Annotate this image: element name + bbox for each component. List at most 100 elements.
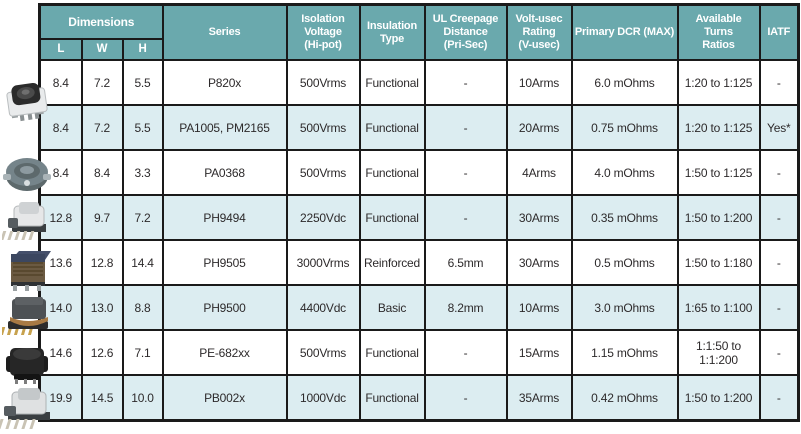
header-dim-l: L: [38, 38, 83, 61]
table-row: 8.4 7.2 5.5 PA1005, PM2165 500Vrms Funct…: [38, 104, 800, 151]
header-dimensions: Dimensions: [38, 3, 164, 40]
cell-primary-dcr: 0.75 mOhms: [570, 104, 679, 151]
cell-turns-ratios: 1:20 to 1:125: [676, 59, 761, 106]
cell-height: 3.3: [121, 149, 164, 196]
cell-iatf: -: [758, 374, 800, 422]
table-row: 13.6 12.8 14.4 PH9505 3000Vrms Reinforce…: [38, 239, 800, 286]
cell-length: 13.6: [38, 239, 83, 286]
cell-series: PE-682xx: [161, 329, 288, 376]
header-iatf: IATF: [758, 3, 800, 61]
ph9500-transformer-photo: [0, 293, 54, 342]
cell-isolation-voltage: 4400Vdc: [285, 284, 361, 331]
cell-iatf: -: [758, 59, 800, 106]
header-dim-w: W: [80, 38, 124, 61]
cell-creepage-distance: -: [423, 104, 508, 151]
cell-width: 13.0: [80, 284, 124, 331]
cell-width: 9.7: [80, 194, 124, 241]
ph9505-transformer-photo: [5, 246, 51, 297]
cell-turns-ratios: 1:1:50 to 1:1:200: [676, 329, 761, 376]
header-dim-h: H: [121, 38, 164, 61]
cell-width: 12.6: [80, 329, 124, 376]
table-row: 14.0 13.0 8.8 PH9500 4400Vdc Basic 8.2mm…: [38, 284, 800, 331]
cell-height: 5.5: [121, 104, 164, 151]
cell-series: P820x: [161, 59, 288, 106]
cell-creepage-distance: -: [423, 194, 508, 241]
cell-length: 14.0: [38, 284, 83, 331]
cell-insulation-type: Functional: [358, 374, 426, 422]
cell-creepage-distance: 6.5mm: [423, 239, 508, 286]
cell-primary-dcr: 0.35 mOhms: [570, 194, 679, 241]
cell-primary-dcr: 1.15 mOhms: [570, 329, 679, 376]
cell-volt-usec-rating: 15Arms: [505, 329, 573, 376]
cell-turns-ratios: 1:65 to 1:100: [676, 284, 761, 331]
cell-height: 14.4: [121, 239, 164, 286]
cell-height: 5.5: [121, 59, 164, 106]
cell-length: 12.8: [38, 194, 83, 241]
cell-insulation-type: Functional: [358, 59, 426, 106]
cell-series: PH9500: [161, 284, 288, 331]
pa0368-transformer-photo: [2, 152, 52, 201]
cell-turns-ratios: 1:50 to 1:125: [676, 149, 761, 196]
cell-volt-usec-rating: 35Arms: [505, 374, 573, 422]
cell-insulation-type: Reinforced: [358, 239, 426, 286]
cell-iatf: -: [758, 329, 800, 376]
cell-creepage-distance: -: [423, 149, 508, 196]
cell-creepage-distance: -: [423, 374, 508, 422]
header-volt-usec-rating: Volt-usec Rating (V-usec): [505, 3, 573, 61]
pe682xx-transformer-photo: [2, 340, 52, 389]
cell-length: 8.4: [38, 104, 83, 151]
header-turns-ratios: Available Turns Ratios: [676, 3, 761, 61]
p820x-pa1005-transformer-photo: [4, 78, 50, 131]
header-primary-dcr: Primary DCR (MAX): [570, 3, 679, 61]
cell-primary-dcr: 4.0 mOhms: [570, 149, 679, 196]
table-row: 14.6 12.6 7.1 PE-682xx 500Vrms Functiona…: [38, 329, 800, 376]
cell-volt-usec-rating: 10Arms: [505, 59, 573, 106]
cell-series: PH9494: [161, 194, 288, 241]
table-row: 19.9 14.5 10.0 PB002x 1000Vdc Functional…: [38, 374, 800, 422]
table-row: 8.4 8.4 3.3 PA0368 500Vrms Functional - …: [38, 149, 800, 196]
cell-creepage-distance: -: [423, 329, 508, 376]
cell-iatf: Yes*: [758, 104, 800, 151]
cell-insulation-type: Functional: [358, 329, 426, 376]
cell-iatf: -: [758, 284, 800, 331]
cell-volt-usec-rating: 4Arms: [505, 149, 573, 196]
cell-isolation-voltage: 500Vrms: [285, 104, 361, 151]
cell-isolation-voltage: 1000Vdc: [285, 374, 361, 422]
cell-iatf: -: [758, 194, 800, 241]
cell-isolation-voltage: 500Vrms: [285, 59, 361, 106]
cell-volt-usec-rating: 20Arms: [505, 104, 573, 151]
cell-creepage-distance: -: [423, 59, 508, 106]
cell-insulation-type: Basic: [358, 284, 426, 331]
cell-volt-usec-rating: 10Arms: [505, 284, 573, 331]
cell-width: 7.2: [80, 104, 124, 151]
cell-length: 8.4: [38, 149, 83, 196]
cell-height: 7.2: [121, 194, 164, 241]
cell-series: PB002x: [161, 374, 288, 422]
cell-primary-dcr: 0.42 mOhms: [570, 374, 679, 422]
cell-series: PA0368: [161, 149, 288, 196]
ph9494-transformer-photo: [0, 198, 54, 249]
cell-height: 7.1: [121, 329, 164, 376]
cell-height: 8.8: [121, 284, 164, 331]
cell-series: PA1005, PM2165: [161, 104, 288, 151]
cell-width: 7.2: [80, 59, 124, 106]
cell-turns-ratios: 1:50 to 1:200: [676, 374, 761, 422]
header-insulation-type: Insulation Type: [358, 3, 426, 61]
cell-isolation-voltage: 500Vrms: [285, 149, 361, 196]
cell-volt-usec-rating: 30Arms: [505, 194, 573, 241]
cell-volt-usec-rating: 30Arms: [505, 239, 573, 286]
cell-primary-dcr: 6.0 mOhms: [570, 59, 679, 106]
cell-turns-ratios: 1:50 to 1:200: [676, 194, 761, 241]
cell-iatf: -: [758, 149, 800, 196]
pb002x-transformer-photo: [0, 384, 56, 434]
header-isolation-voltage: Isolation Voltage (Hi-pot): [285, 3, 361, 61]
cell-length: 8.4: [38, 59, 83, 106]
cell-isolation-voltage: 2250Vdc: [285, 194, 361, 241]
cell-turns-ratios: 1:20 to 1:125: [676, 104, 761, 151]
header-creepage-distance: UL Creepage Distance (Pri-Sec): [423, 3, 508, 61]
table-row: 8.4 7.2 5.5 P820x 500Vrms Functional - 1…: [38, 59, 800, 106]
cell-width: 8.4: [80, 149, 124, 196]
cell-primary-dcr: 0.5 mOhms: [570, 239, 679, 286]
cell-insulation-type: Functional: [358, 194, 426, 241]
